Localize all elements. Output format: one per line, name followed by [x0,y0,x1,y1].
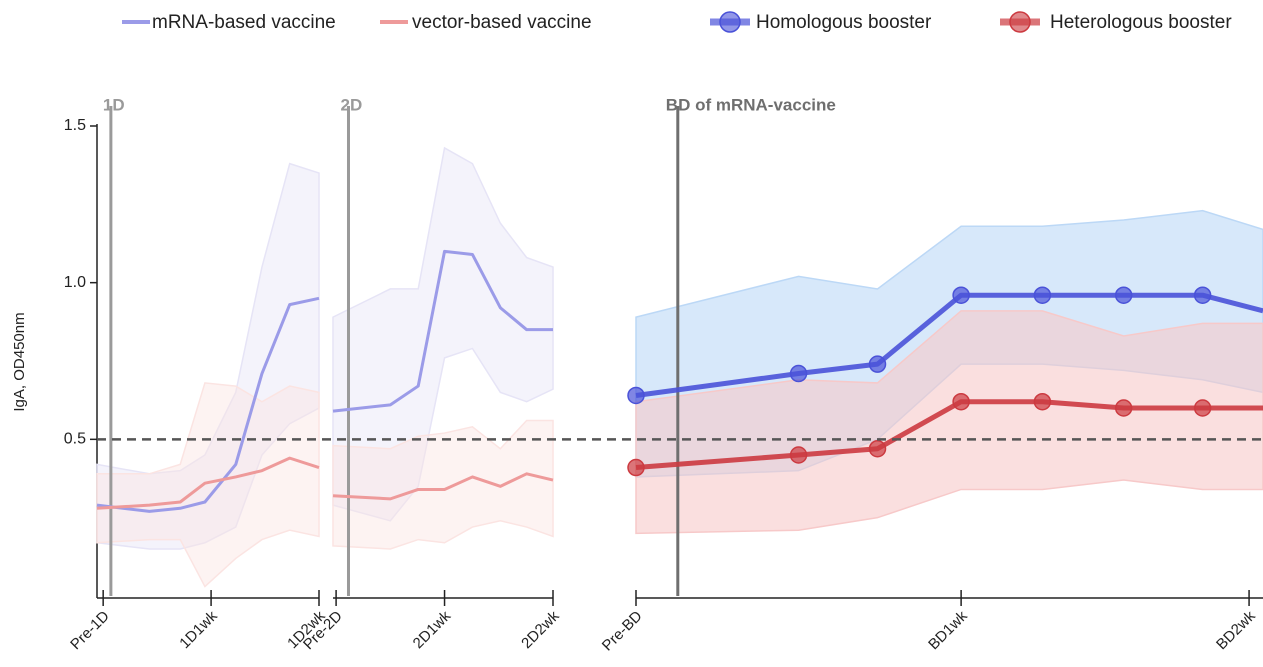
panel [332,106,554,596]
x-tick-label: 2D2wk [518,607,563,652]
legend-marker [1009,11,1031,33]
marker [868,439,887,458]
x-tick-label: Pre-BD [599,608,646,655]
y-tick-label: 1.5 [64,117,86,134]
series-line [96,296,320,513]
error-band [332,419,554,550]
legend-label: vector-based vaccine [412,12,592,33]
marker [789,446,808,464]
x-tick-label: BD1wk [925,607,971,653]
x-tick-label: BD2wk [1213,607,1259,653]
dose-label: 2D [340,95,362,114]
marker [952,286,970,304]
legend-label: Homologous booster [756,12,932,33]
marker [1193,286,1212,304]
panel [96,106,320,596]
legend-label: Heterologous booster [1050,12,1232,33]
marker [627,386,645,405]
x-tick-label: Pre-1D [67,607,113,653]
dose-label: 1D [103,95,125,114]
dose-label: BD of mRNA-vaccine [666,95,836,114]
series-line [332,472,554,501]
series-line [96,456,320,510]
legend-marker [719,11,741,33]
error-band [96,382,320,588]
marker [1114,286,1133,304]
error-band [635,310,1263,535]
marker [1114,399,1133,417]
marker [1033,286,1052,304]
y-tick-label: 1.0 [64,274,86,291]
y-tick-label: 0.5 [64,431,86,448]
x-tick-label: 1D1wk [176,607,221,652]
marker [627,458,645,477]
marker [1193,399,1212,417]
marker [868,355,887,373]
series-line [635,292,1263,398]
y-axis-label: IgA, OD450nm [11,312,28,411]
series-line [635,399,1263,471]
x-tick-label: 2D1wk [410,607,455,652]
series-line [332,249,553,413]
panel [627,106,1263,596]
legend-label: mRNA-based vaccine [152,12,336,33]
marker [952,392,970,411]
marker [789,364,808,383]
error-band [332,146,554,522]
marker [1033,392,1052,411]
